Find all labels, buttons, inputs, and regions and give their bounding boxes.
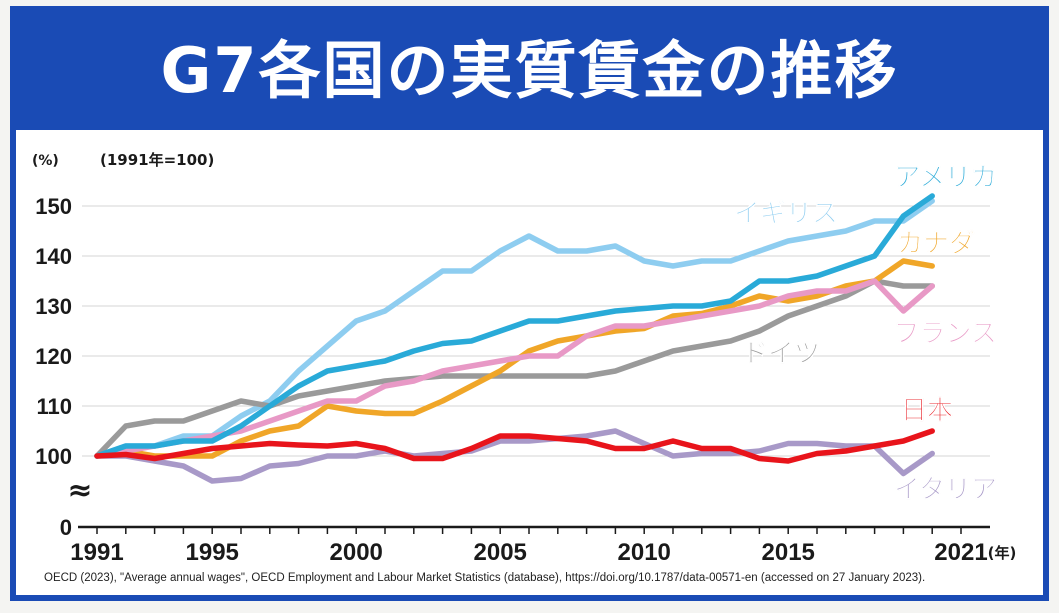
series-label: 日本 — [901, 396, 953, 426]
y-tick-label: 120 — [35, 344, 72, 369]
axis-break-symbol: ≈ — [67, 473, 92, 508]
x-axis-unit: (年) — [988, 544, 1017, 562]
series-line-3 — [94, 278, 935, 459]
y-tick-label: 110 — [37, 394, 73, 419]
x-tick-label: 2010 — [618, 539, 671, 566]
series-line-6 — [94, 428, 935, 484]
chart-frame: G7各国の実質賃金の推移 — [10, 6, 1049, 601]
page-title: G7各国の実質賃金の推移 — [160, 34, 899, 107]
y-tick-label-zero: 0 — [60, 515, 72, 540]
y-tick-label: 140 — [35, 244, 72, 269]
series-line-1 — [94, 198, 935, 459]
x-tick-label: 2005 — [474, 539, 527, 566]
x-tick-label: 1995 — [186, 539, 239, 566]
title-banner: G7各国の実質賃金の推移 — [16, 12, 1043, 130]
series-line-4 — [94, 278, 935, 459]
y-tick-label: 130 — [35, 294, 72, 319]
series-label: アメリカ — [894, 163, 997, 193]
y-tick-label: 150 — [35, 194, 72, 219]
y-tick-label: 100 — [35, 444, 72, 469]
x-tick-label: 2015 — [762, 539, 815, 566]
series-label: カナダ — [897, 228, 975, 259]
source-citation: OECD (2023), "Average annual wages", OEC… — [44, 572, 926, 584]
series-label: イギリス — [734, 199, 838, 229]
series-line-5 — [94, 428, 935, 464]
y-axis-unit: (%) — [32, 153, 59, 169]
x-tick-label: 2021 — [934, 539, 987, 566]
series-line-0 — [94, 193, 935, 459]
x-tick-label: 2000 — [330, 539, 383, 566]
x-tick-label: 1991 — [70, 539, 123, 566]
series-label: イタリア — [894, 475, 997, 505]
series-label: フランス — [894, 319, 997, 349]
series-label: ドイツ — [742, 339, 820, 369]
index-note: (1991年=100) — [100, 151, 214, 169]
